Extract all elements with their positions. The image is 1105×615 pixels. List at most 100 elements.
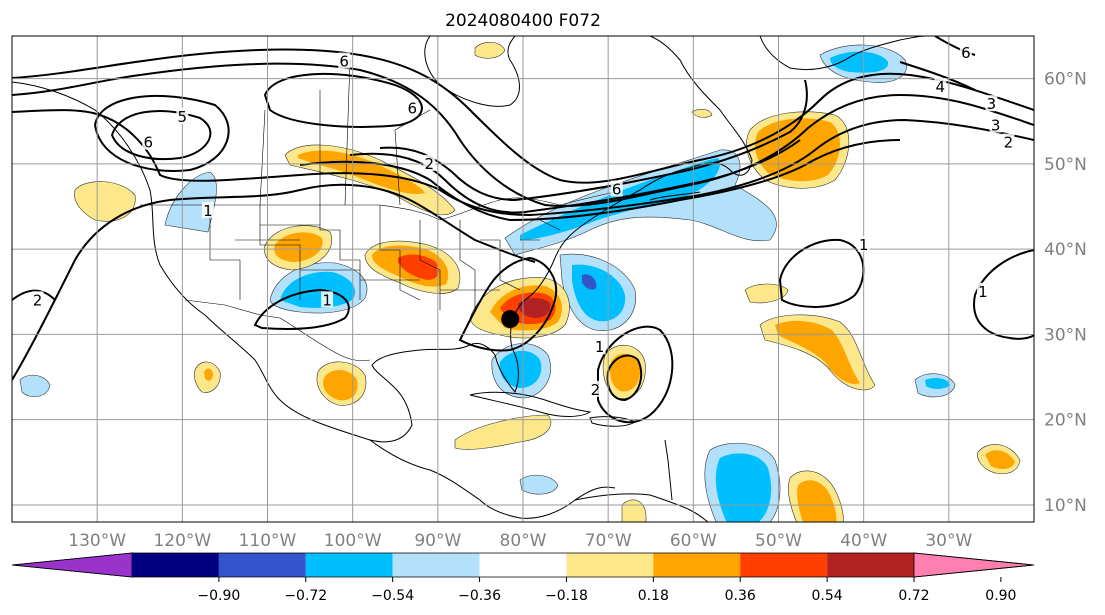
colorbar-swatch bbox=[218, 553, 306, 577]
colorbar-tick-label: −0.54 bbox=[371, 588, 414, 604]
contour-label: 1 bbox=[978, 283, 988, 301]
cuba-coast bbox=[469, 391, 592, 417]
shade-pos-mexico-core bbox=[323, 369, 358, 401]
graticule bbox=[12, 36, 1034, 522]
contour-label-bg bbox=[589, 380, 602, 397]
shade-neg-east-atlantic-core bbox=[925, 377, 950, 389]
colorbar-tick-label: −0.18 bbox=[545, 588, 588, 604]
shade-pos-east-atlantic-core bbox=[985, 450, 1015, 470]
colorbar: −0.90 −0.72 −0.54 −0.36 −0.18 0.18 0.36 0.54 0.7… bbox=[11, 552, 1035, 604]
contour-label: 5 bbox=[178, 108, 188, 126]
shade-neg-atlantic-sw-min bbox=[582, 274, 597, 290]
contour-trough-1 bbox=[12, 48, 1034, 184]
contour-label: 1 bbox=[859, 236, 869, 254]
colorbar-swatch bbox=[566, 553, 654, 577]
contour-label-bg bbox=[593, 338, 606, 355]
south-america-coast bbox=[574, 493, 709, 522]
map-title: 2024080400 F072 bbox=[445, 11, 601, 31]
lon-tick-label: 70°W bbox=[585, 531, 632, 551]
colorbar-swatch bbox=[740, 553, 828, 577]
contour-label-bg bbox=[857, 235, 870, 252]
shade-pos-hudson bbox=[474, 41, 506, 59]
contour-label-bg bbox=[985, 95, 998, 112]
contour-label-bg bbox=[959, 44, 972, 61]
contour-5-nw bbox=[93, 94, 230, 172]
lon-tick-label: 80°W bbox=[500, 531, 547, 551]
contour-label: 3 bbox=[991, 117, 1001, 135]
contour-6-nw bbox=[110, 110, 212, 161]
lon-tick-label: 40°W bbox=[840, 531, 887, 551]
contour-4-east bbox=[899, 61, 976, 91]
contour-label-bg bbox=[338, 52, 351, 69]
contour-label: 1 bbox=[322, 291, 332, 309]
shade-neg-west-pacific bbox=[19, 374, 51, 398]
contour-2-west bbox=[12, 289, 56, 301]
contour-label: 2 bbox=[425, 155, 435, 173]
lon-tick-label: 60°W bbox=[670, 531, 717, 551]
us-canada-border bbox=[140, 191, 616, 221]
shade-pos-south-atlantic bbox=[621, 499, 647, 522]
lon-axis: 130°W 120°W 110°W 100°W 90°W 80°W 70°W 60°W 50°W… bbox=[68, 531, 972, 551]
contour-label: 2 bbox=[1004, 134, 1014, 152]
colorbar-tick-label: 0.54 bbox=[812, 588, 843, 604]
shade-neg-labrador-core bbox=[830, 51, 889, 73]
contour-label: 4 bbox=[936, 78, 946, 96]
contour-trough-2 bbox=[12, 62, 1034, 207]
shade-neg-florida-core bbox=[499, 350, 542, 388]
colorbar-tick-label: 0.90 bbox=[985, 588, 1016, 604]
contour-trough-3 bbox=[12, 109, 1034, 217]
colorbar-swatch bbox=[132, 553, 219, 577]
colorbar-swatch bbox=[479, 553, 567, 577]
contour-label: 6 bbox=[339, 53, 349, 71]
canada-province-lines bbox=[259, 59, 431, 206]
lat-axis: 60°N 50°N 40°N 30°N 20°N 10°N bbox=[1044, 70, 1087, 516]
contour-label: 2 bbox=[591, 381, 601, 399]
contour-trough-6 bbox=[379, 79, 808, 202]
colorbar-swatch bbox=[305, 553, 393, 577]
storm-center-marker bbox=[501, 310, 520, 329]
shade-neg-tropical-atlantic-core bbox=[715, 453, 772, 522]
contour-1-west bbox=[12, 183, 536, 381]
contour-label-bg bbox=[176, 108, 189, 124]
contour-label: 6 bbox=[612, 180, 622, 198]
colorbar-extend-max bbox=[913, 552, 1035, 578]
shade-pos-west-pacific bbox=[74, 181, 136, 222]
shade-pos-caribbean bbox=[454, 414, 552, 450]
lon-tick-label: 90°W bbox=[414, 531, 461, 551]
lesser-antilles-coast bbox=[664, 439, 673, 501]
shade-pos-tropical-atlantic-core bbox=[797, 480, 837, 522]
contour-label-bg bbox=[142, 133, 155, 150]
contour-label: 6 bbox=[408, 99, 418, 117]
lat-tick-label: 50°N bbox=[1044, 155, 1087, 175]
contour-label-bg bbox=[321, 291, 334, 308]
colorbar-tick-label: 0.72 bbox=[898, 588, 929, 604]
contour-6-canada bbox=[263, 72, 423, 128]
contour-2-bahamas bbox=[606, 354, 643, 402]
nova-scotia-coast bbox=[649, 191, 701, 201]
contour-1-east bbox=[973, 249, 1034, 340]
lat-tick-label: 30°N bbox=[1044, 325, 1087, 345]
colorbar-tick-label: −0.90 bbox=[197, 588, 240, 604]
contour-label-bg bbox=[423, 154, 436, 171]
contour-label: 1 bbox=[203, 202, 213, 220]
colorbar-swatch bbox=[392, 553, 480, 577]
lat-tick-label: 60°N bbox=[1044, 70, 1087, 90]
shade-neg-caribbean bbox=[519, 474, 559, 495]
lat-tick-label: 10°N bbox=[1044, 496, 1087, 516]
contour-label-bg bbox=[989, 116, 1002, 133]
colorbar-swatch bbox=[827, 553, 914, 577]
lat-tick-label: 20°N bbox=[1044, 411, 1087, 431]
lon-tick-label: 100°W bbox=[324, 531, 382, 551]
contour-label-bg bbox=[976, 282, 989, 299]
contour-label: 1 bbox=[595, 338, 605, 356]
contour-label-bg bbox=[610, 180, 623, 197]
colorbar-outline bbox=[11, 552, 1035, 578]
central-america-coast bbox=[369, 439, 616, 519]
shade-pos-baja-core bbox=[204, 368, 213, 381]
lon-tick-label: 50°W bbox=[755, 531, 802, 551]
shade-pos-azores bbox=[744, 283, 789, 304]
lat-tick-label: 40°N bbox=[1044, 240, 1087, 260]
contour-label: 6 bbox=[961, 44, 971, 62]
